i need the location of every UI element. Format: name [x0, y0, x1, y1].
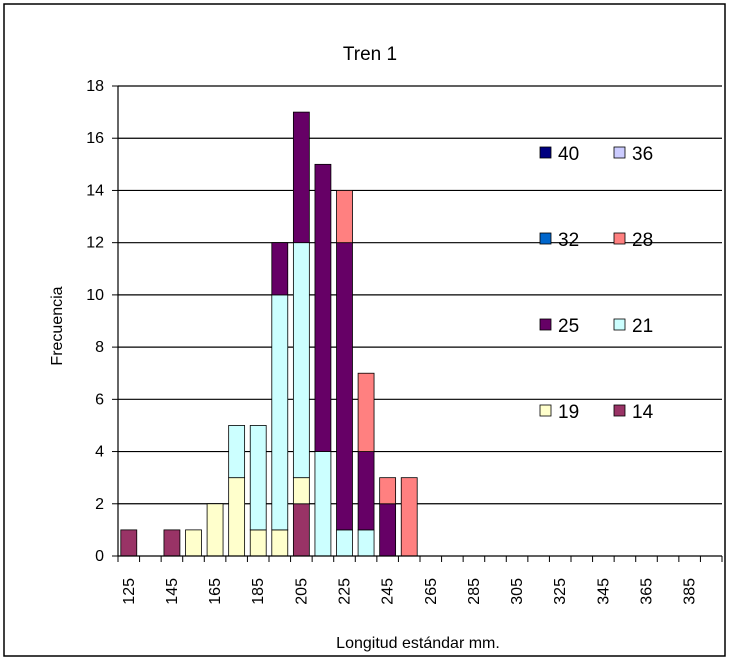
bar-segment-28-235 — [357, 372, 375, 452]
legend-label-40: 40 — [558, 144, 579, 165]
x-tick-label: 265 — [423, 578, 440, 605]
legend-swatch-21 — [613, 318, 626, 331]
bar-segment-25-245 — [379, 503, 397, 557]
bar-segment-25-235 — [357, 451, 375, 531]
bar-segment-14-205 — [292, 503, 310, 557]
bar-segment-19-205 — [292, 477, 310, 505]
x-tick-label: 325 — [552, 578, 569, 605]
y-tick-label: 0 — [95, 548, 104, 565]
y-tick-label: 18 — [86, 78, 104, 95]
bar-segment-14-125 — [120, 529, 138, 557]
x-tick-label: 185 — [250, 578, 267, 605]
legend-swatch-32 — [539, 232, 552, 245]
legend-label-28: 28 — [632, 230, 653, 251]
y-tick-label: 6 — [95, 391, 104, 408]
y-tick-label: 8 — [95, 339, 104, 356]
legend-swatch-19 — [539, 404, 552, 417]
bar-segment-25-225 — [336, 242, 353, 531]
y-tick-label: 4 — [95, 444, 104, 461]
x-tick-label: 165 — [207, 578, 224, 605]
y-tick-label: 16 — [86, 130, 104, 147]
x-tick-label: 145 — [164, 578, 181, 605]
x-tick-label: 125 — [121, 578, 138, 605]
bar-segment-19-195 — [271, 529, 289, 557]
bar-segment-21-175 — [228, 425, 246, 479]
legend-label-25: 25 — [558, 316, 579, 337]
x-tick-label: 345 — [595, 578, 612, 605]
x-tick-labels: 125 145 165 185 205 225 245 265 285 305 325 345 365 3… — [121, 578, 699, 605]
y-tick-label: 12 — [86, 235, 104, 252]
bar-segment-21-225 — [336, 529, 353, 557]
bar-segment-28-225 — [336, 190, 353, 244]
bar-segment-28-245 — [379, 477, 397, 505]
axes — [112, 85, 723, 562]
bar-segment-21-215 — [314, 451, 332, 557]
bar-segment-25-215 — [314, 163, 332, 452]
y-tick-label: 2 — [95, 496, 104, 513]
chart-title: Tren 1 — [343, 44, 397, 65]
legend-swatch-25 — [539, 318, 552, 331]
bar-segment-25-205 — [292, 111, 310, 244]
bar-segment-19-165 — [206, 503, 224, 557]
legend-label-21: 21 — [632, 316, 653, 337]
bar-segment-21-185 — [249, 425, 267, 531]
legend: 40 36 32 28 25 21 19 14 — [539, 144, 654, 423]
legend-label-32: 32 — [558, 230, 579, 251]
bar-segment-19-155 — [185, 529, 202, 557]
y-tick-label: 10 — [86, 287, 104, 304]
bar-segment-14-145 — [163, 529, 181, 557]
legend-label-14: 14 — [632, 402, 654, 423]
x-tick-label: 305 — [509, 578, 526, 605]
x-tick-label: 285 — [466, 578, 483, 605]
x-tick-label: 205 — [293, 578, 310, 605]
legend-swatch-14 — [613, 404, 626, 417]
bar-segment-21-195 — [271, 294, 289, 531]
legend-swatch-36 — [613, 146, 626, 159]
x-tick-label: 365 — [639, 578, 656, 605]
legend-label-36: 36 — [632, 144, 653, 165]
y-tick-label: 14 — [86, 182, 104, 199]
bar-segment-21-235 — [357, 529, 375, 557]
legend-swatch-40 — [539, 146, 552, 159]
bar-segment-19-175 — [228, 477, 246, 557]
bar-segment-19-185 — [249, 529, 267, 557]
legend-swatch-28 — [613, 232, 626, 245]
legend-label-19: 19 — [558, 402, 579, 423]
bar-segment-25-195 — [271, 242, 289, 296]
bars — [120, 111, 418, 557]
x-tick-label: 245 — [380, 578, 397, 605]
bar-segment-21-205 — [292, 242, 310, 479]
x-tick-label: 385 — [682, 578, 699, 605]
x-tick-label: 225 — [337, 578, 354, 605]
y-axis-label: Frecuencia — [49, 286, 66, 365]
x-axis-label: Longitud estándar mm. — [336, 635, 500, 652]
bar-segment-28-255 — [400, 477, 418, 557]
y-tick-labels: 0 2 4 6 8 10 12 14 16 18 — [86, 78, 104, 565]
